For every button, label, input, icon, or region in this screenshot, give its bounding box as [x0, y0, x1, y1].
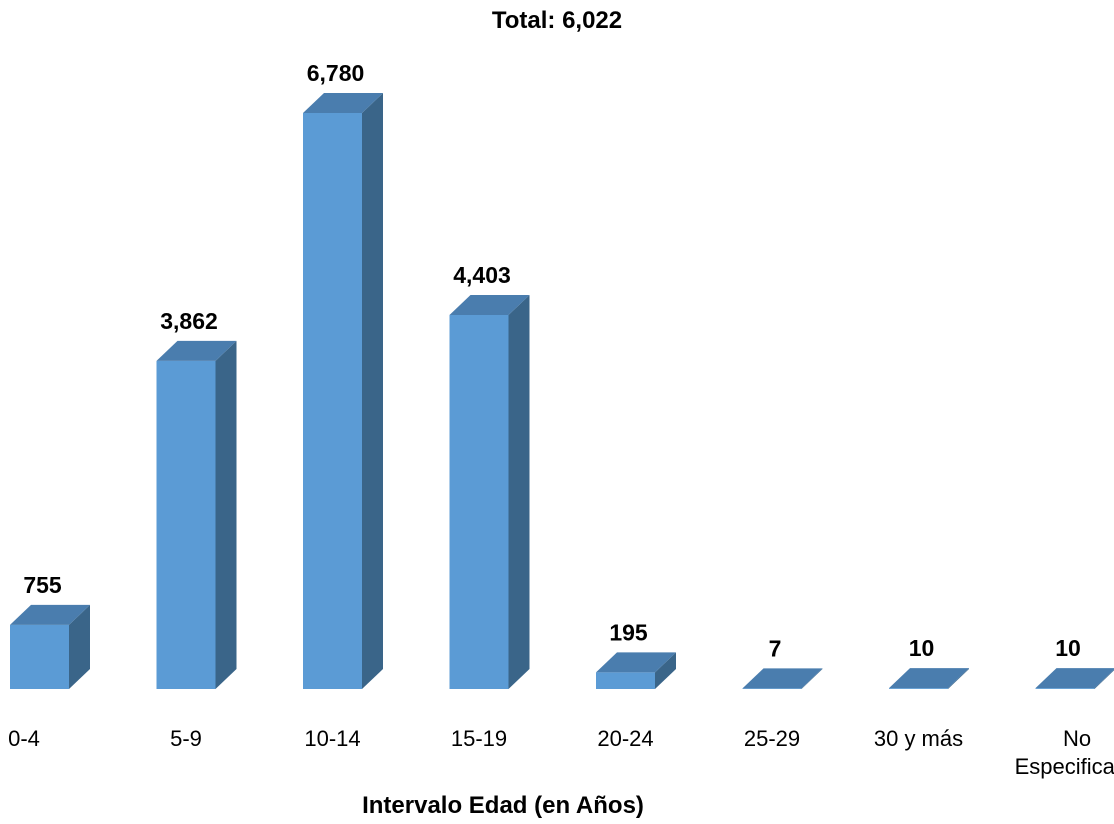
bar-15-19 — [449, 294, 530, 689]
bar-front-face — [1035, 688, 1095, 689]
category-label: 0-4 — [8, 726, 40, 751]
bar-top-face — [10, 604, 90, 625]
bar-front-face — [10, 624, 69, 689]
bar-side-face — [801, 668, 823, 689]
bar-side-face — [1094, 669, 1114, 689]
bar-top-face — [596, 652, 676, 673]
bar-10-14 — [303, 93, 383, 689]
value-label: 755 — [23, 572, 62, 598]
category-label: 15-19 — [451, 726, 507, 751]
bar-5-9 — [156, 340, 237, 689]
bar-front-face — [303, 113, 362, 689]
category-label: 5-9 — [170, 726, 202, 751]
bar-front-face — [596, 672, 655, 689]
bar-front-face — [156, 360, 216, 689]
bar-no-especificado — [1035, 668, 1114, 689]
bar-25-29 — [742, 668, 823, 689]
category-label: No — [1063, 726, 1091, 751]
value-labels-group: 755 3,862 6,780 4,403 195 7 10 10 — [23, 60, 1080, 661]
category-label: 30 y más — [874, 726, 963, 751]
value-label: 7 — [769, 635, 782, 661]
bar-top-face — [156, 340, 237, 361]
bar-front-face — [449, 314, 509, 689]
value-label: 6,780 — [307, 60, 365, 86]
bar-front-face — [742, 688, 802, 689]
category-label: 25-29 — [744, 726, 800, 751]
bar-side-face — [655, 652, 676, 689]
bar-side-face — [508, 294, 530, 689]
value-label: 10 — [909, 635, 935, 661]
chart-title: Total: 6,022 — [492, 7, 622, 34]
bar-0-4 — [10, 604, 90, 689]
bar-top-face — [303, 93, 383, 113]
bar-top-face — [449, 294, 530, 315]
bars-group — [10, 93, 1114, 689]
value-label: 4,403 — [453, 262, 511, 288]
bar-side-face — [69, 604, 90, 689]
bar-top-face — [1035, 668, 1114, 689]
bar-top-face — [742, 668, 823, 689]
bar-30-y-m-s — [889, 668, 969, 689]
bar-side-face — [948, 668, 969, 689]
x-axis-title: Intervalo Edad (en Años) — [362, 792, 644, 819]
category-label: 10-14 — [304, 726, 360, 751]
value-label: 10 — [1055, 635, 1081, 661]
bar-side-face — [215, 340, 237, 689]
value-label: 195 — [609, 619, 648, 645]
bar-20-24 — [596, 652, 676, 689]
bar-side-face — [362, 93, 383, 689]
category-label: 20-24 — [597, 726, 653, 751]
value-label: 3,862 — [160, 308, 218, 334]
category-labels-group: 0-4 5-9 10-14 15-19 20-24 25-29 30 y más No Espe… — [8, 726, 1114, 779]
category-label: Especificado — [1015, 754, 1114, 779]
bar-top-face — [889, 668, 969, 689]
bar-front-face — [889, 688, 948, 689]
